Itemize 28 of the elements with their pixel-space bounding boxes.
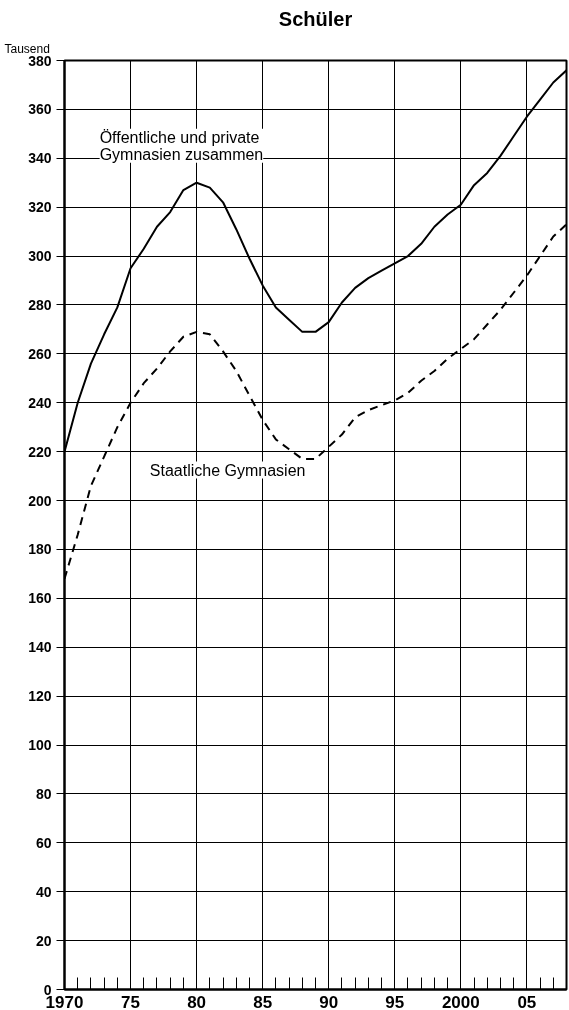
y-tick-label: 260 <box>28 345 52 362</box>
y-tick-label: 300 <box>28 248 52 265</box>
y-tick-label: 100 <box>28 737 52 754</box>
chart-title: Schüler <box>278 7 353 30</box>
y-tick-label: 320 <box>28 199 52 216</box>
y-tick-label: 160 <box>28 590 52 607</box>
y-tick-label: 240 <box>28 394 52 411</box>
y-tick-label: 20 <box>35 932 52 949</box>
y-tick-label: 180 <box>28 541 52 558</box>
y-tick-label: 80 <box>35 785 52 802</box>
y-tick-label: 220 <box>28 443 52 460</box>
x-tick-label: 80 <box>187 992 207 1010</box>
y-tick-label: 360 <box>28 101 52 118</box>
x-tick-label: 2000 <box>441 992 480 1010</box>
x-tick-label: 75 <box>121 992 141 1010</box>
x-tick-label: 05 <box>517 992 537 1010</box>
x-tick-label: 85 <box>253 992 273 1010</box>
y-tick-label: 40 <box>35 883 52 900</box>
x-tick-label: 95 <box>385 992 405 1010</box>
y-tick-label: 120 <box>28 688 52 705</box>
y-tick-label: 200 <box>28 492 52 509</box>
y-tick-label: 280 <box>28 296 52 313</box>
y-tick-label: 60 <box>35 834 52 851</box>
y-tick-label: 340 <box>28 150 52 167</box>
series-label: Staatliche Gymnasien <box>149 461 306 479</box>
text: Öffentliche und private Gymnasien zusammen <box>99 128 264 163</box>
x-tick-label: 90 <box>319 992 339 1010</box>
y-tick-label: 140 <box>28 639 52 656</box>
